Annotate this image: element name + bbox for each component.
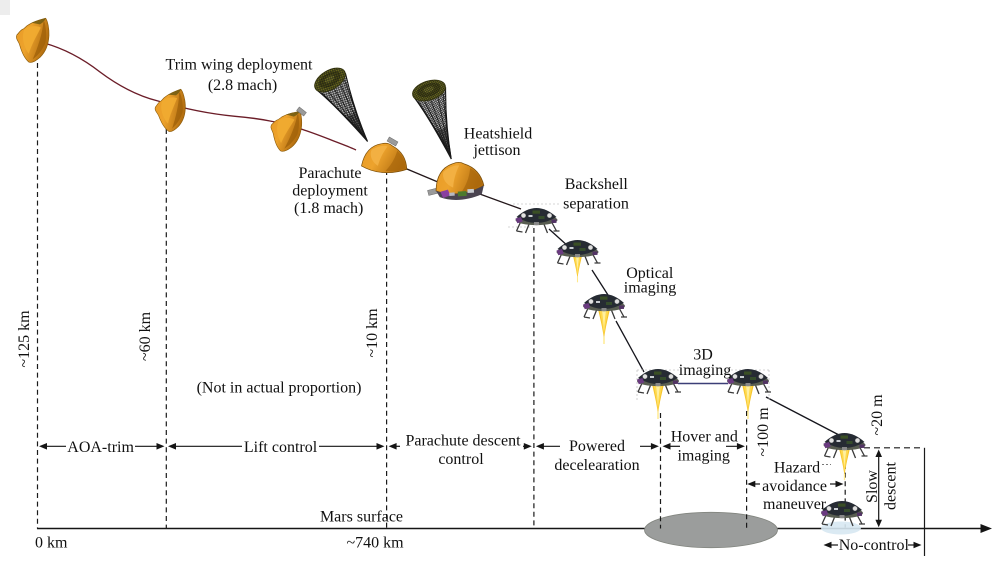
svg-text:Backshell: Backshell <box>565 176 629 193</box>
svg-text:Hazard: Hazard <box>774 460 820 477</box>
svg-text:imaging: imaging <box>679 362 731 379</box>
svg-text:(Not in actual proportion): (Not in actual proportion) <box>197 380 362 397</box>
svg-text:~740 km: ~740 km <box>346 535 404 552</box>
svg-text:~10 km: ~10 km <box>364 308 381 358</box>
svg-text:descent: descent <box>883 461 900 510</box>
svg-text:Parachute descent: Parachute descent <box>405 433 521 450</box>
svg-text:deployment: deployment <box>292 183 368 200</box>
svg-text:avoidance: avoidance <box>762 478 827 495</box>
svg-text:~20 m: ~20 m <box>869 394 886 436</box>
svg-text:(1.8 mach): (1.8 mach) <box>294 200 363 217</box>
svg-text:No-control: No-control <box>839 537 910 554</box>
svg-text:Mars surface: Mars surface <box>320 509 403 526</box>
svg-text:decelearation: decelearation <box>554 457 639 474</box>
svg-text:~100 m: ~100 m <box>755 407 772 457</box>
svg-text:Optical: Optical <box>626 265 674 282</box>
svg-text:jettison: jettison <box>472 142 520 159</box>
svg-text:0 km: 0 km <box>35 535 68 552</box>
svg-text:imaging: imaging <box>677 448 729 465</box>
svg-text:maneuver: maneuver <box>763 496 827 513</box>
svg-text:Trim wing deployment: Trim wing deployment <box>166 57 314 74</box>
svg-text:Lift control: Lift control <box>244 439 318 456</box>
svg-text:control: control <box>438 451 484 468</box>
svg-text:separation: separation <box>563 196 629 213</box>
svg-text:~125 km: ~125 km <box>16 310 33 368</box>
svg-text:3D: 3D <box>693 347 713 364</box>
svg-text:Hover and: Hover and <box>671 429 738 446</box>
svg-text:AOA-trim: AOA-trim <box>67 439 134 456</box>
svg-text:Parachute: Parachute <box>298 165 361 182</box>
svg-text:Slow: Slow <box>864 470 881 503</box>
svg-text:Heatshield: Heatshield <box>464 126 532 143</box>
svg-text:imaging: imaging <box>624 280 676 297</box>
svg-text:Powered: Powered <box>569 438 625 455</box>
svg-text:~60 km: ~60 km <box>137 311 154 361</box>
svg-text:(2.8 mach): (2.8 mach) <box>208 77 277 94</box>
